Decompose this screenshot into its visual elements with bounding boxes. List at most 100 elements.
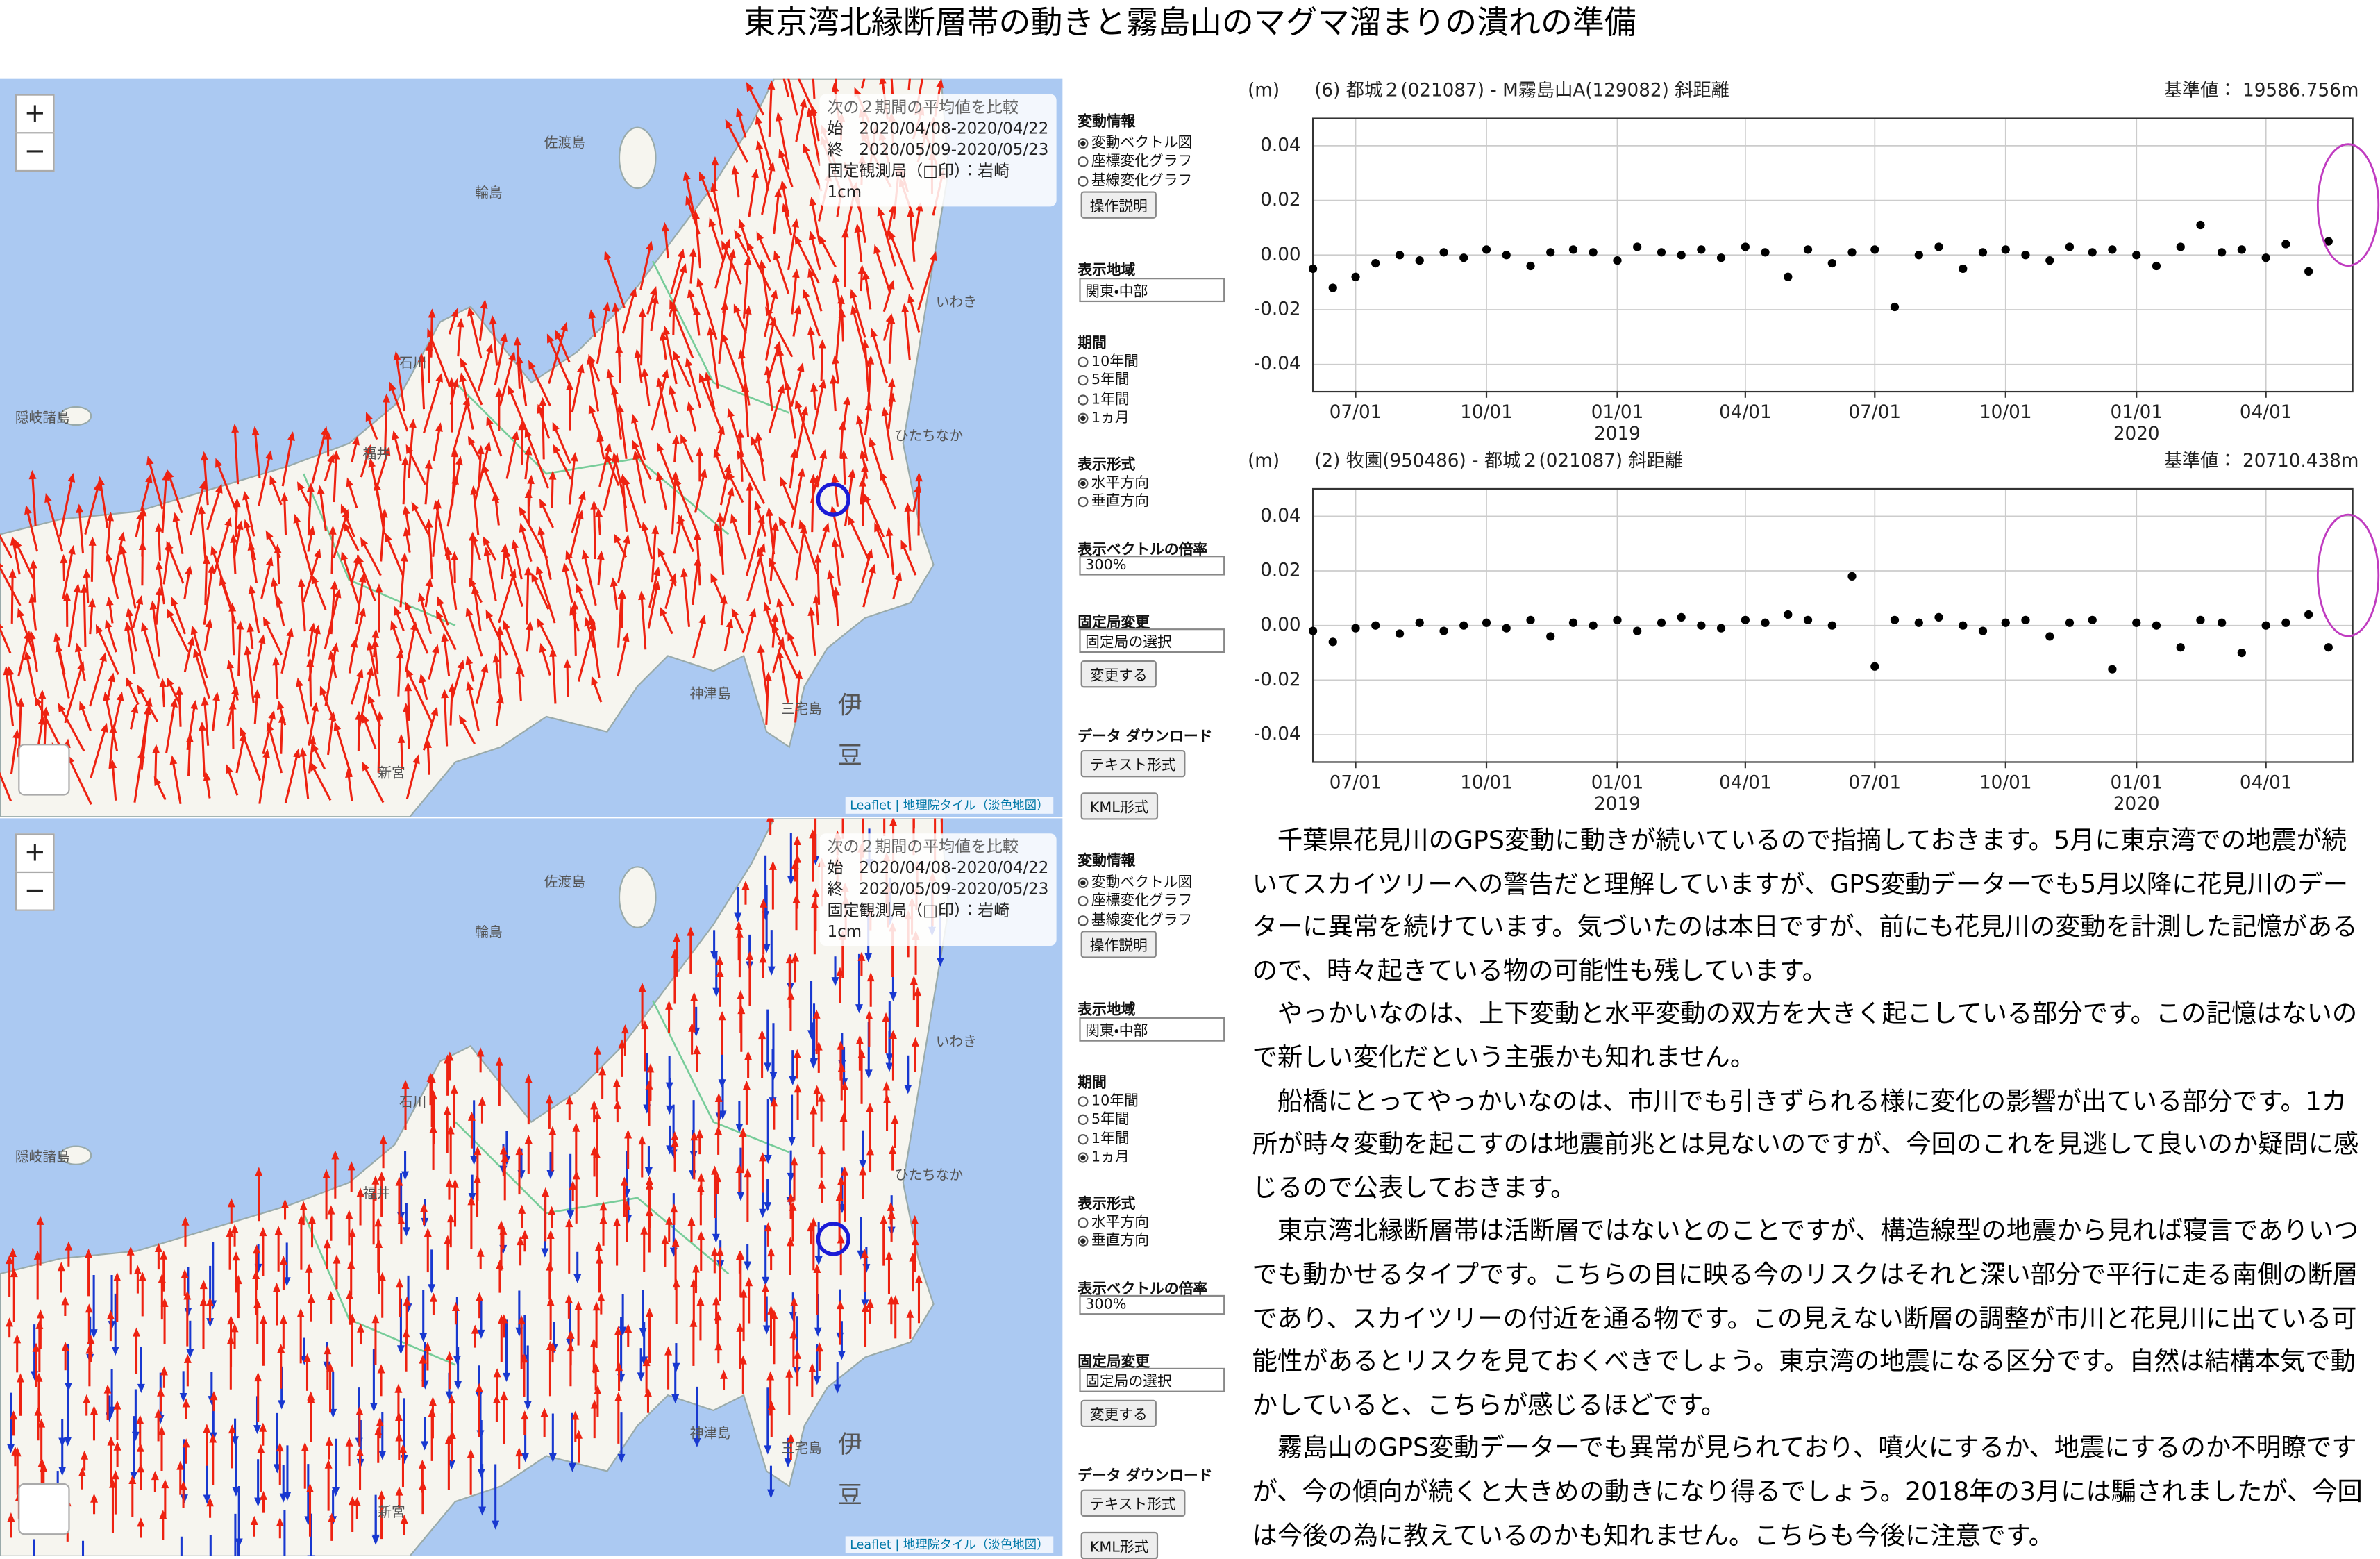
vector-arrow <box>812 478 814 532</box>
radio-option[interactable]: 基線変化グラフ <box>1078 168 1192 190</box>
radio-button[interactable] <box>1078 497 1088 508</box>
info-line: 1cm <box>827 922 1048 943</box>
panel-button[interactable]: テキスト形式 <box>1081 750 1185 777</box>
radio-button[interactable] <box>1078 394 1088 405</box>
y-tick-label: -0.02 <box>1254 669 1301 690</box>
panel-select[interactable]: 固定局の選択 <box>1079 1368 1225 1392</box>
radio-button[interactable] <box>1078 412 1088 423</box>
radio-option[interactable]: 垂直方向 <box>1078 490 1149 511</box>
layers-button[interactable] <box>18 1483 69 1535</box>
zoom-out-button[interactable]: − <box>15 132 55 172</box>
data-point <box>1979 248 1987 256</box>
radio-button[interactable] <box>1078 478 1088 489</box>
data-point <box>1309 265 1317 273</box>
unit-label: (m) <box>1248 81 1280 101</box>
arrow-head <box>182 1217 190 1226</box>
vector-arrow <box>84 588 85 647</box>
island <box>619 867 655 927</box>
place-label: 佐渡島 <box>544 135 585 151</box>
attribution: Leaflet | 地理院タイル（淡色地図） <box>846 797 1054 814</box>
arrow-head <box>252 426 260 436</box>
panel-button[interactable]: 操作説明 <box>1081 191 1157 218</box>
panel-button[interactable]: 変更する <box>1081 660 1157 687</box>
panel-button[interactable]: テキスト形式 <box>1081 1490 1185 1517</box>
charts: (m)(6) 都城２(021087) - M霧島山A(129082) 斜距離基準… <box>1237 60 2380 827</box>
paragraph: 船橋にとってやっかいなのは、市川でも引きずられる様に変化の影響が出ている部分です… <box>1252 1081 2368 1211</box>
info-line: 始 2020/04/08-2020/04/22 <box>827 858 1048 879</box>
panel-select[interactable]: 300% <box>1079 556 1225 575</box>
arrow-head <box>546 1094 553 1103</box>
panel-button[interactable]: KML形式 <box>1081 792 1158 819</box>
data-point <box>1870 662 1879 671</box>
radio-button[interactable] <box>1078 897 1088 907</box>
arrow-head <box>29 470 37 479</box>
data-point <box>1351 624 1359 633</box>
radio-button[interactable] <box>1078 1217 1088 1228</box>
data-point <box>1804 616 1812 624</box>
zoom-in-button[interactable]: + <box>15 833 55 873</box>
layers-button[interactable] <box>18 744 69 795</box>
panel-select[interactable]: 関東・中部 <box>1079 1017 1225 1042</box>
radio-button[interactable] <box>1078 357 1088 367</box>
x-tick-label: 07/01 <box>1330 402 1382 423</box>
data-point <box>1870 245 1879 253</box>
panel-select[interactable]: 300% <box>1079 1295 1225 1315</box>
panel-button[interactable]: 変更する <box>1081 1400 1157 1427</box>
data-point <box>2152 622 2161 630</box>
vector-arrow <box>552 475 553 508</box>
place-label: いわき <box>936 294 977 310</box>
radio-button[interactable] <box>1078 157 1088 167</box>
arrow-head <box>231 424 239 433</box>
arrow-head <box>402 1080 410 1089</box>
radio-option[interactable]: 1ヵ月 <box>1078 405 1129 426</box>
y-tick-label: 0.00 <box>1260 244 1300 265</box>
radio-button[interactable] <box>1078 376 1088 386</box>
radio-button[interactable] <box>1078 176 1088 186</box>
zoom-out-button[interactable]: − <box>15 872 55 911</box>
radio-button[interactable] <box>1078 1133 1088 1144</box>
data-point <box>1526 616 1534 624</box>
panel-select[interactable]: 固定局の選択 <box>1079 628 1225 653</box>
vector-arrow <box>471 536 473 583</box>
radio-label: 1ヵ月 <box>1091 1149 1130 1166</box>
data-point <box>1371 622 1380 630</box>
radio-button[interactable] <box>1078 1152 1088 1162</box>
data-point <box>2108 665 2116 674</box>
map: 佐渡島輪島石川福井隠岐諸島いわきひたちなか神津島三宅島伊豆新宮+−次の２期間の平… <box>0 79 1062 817</box>
data-point <box>1613 616 1621 624</box>
radio-button[interactable] <box>1078 878 1088 888</box>
data-point <box>2088 248 2097 256</box>
reference-value: 基準値： 20710.438m <box>2164 451 2359 472</box>
radio-button[interactable] <box>1078 138 1088 149</box>
arrow-head <box>673 933 680 942</box>
year-label: 2019 <box>1594 424 1641 444</box>
data-point <box>1396 251 1404 259</box>
arrow-head <box>323 1169 330 1178</box>
place-label: 新宮 <box>378 1504 405 1520</box>
data-point <box>1459 622 1468 630</box>
radio-button[interactable] <box>1078 915 1088 925</box>
arrow-head <box>618 1454 626 1463</box>
arrow-head <box>560 322 568 331</box>
data-point <box>1502 624 1511 633</box>
radio-button[interactable] <box>1078 1236 1088 1247</box>
panel-button[interactable]: KML形式 <box>1081 1532 1158 1559</box>
data-point <box>2238 649 2246 657</box>
arrow-head <box>915 472 923 481</box>
panel-select[interactable]: 関東・中部 <box>1079 278 1225 302</box>
info-line: 固定観測局（□印）：岩崎 <box>827 161 1048 183</box>
data-point <box>2218 248 2226 256</box>
radio-option[interactable]: 基線変化グラフ <box>1078 907 1192 928</box>
radio-option[interactable]: 1ヵ月 <box>1078 1144 1129 1166</box>
data-point <box>2132 619 2140 627</box>
radio-button[interactable] <box>1078 1096 1088 1106</box>
zoom-in-button[interactable]: + <box>15 94 55 134</box>
radio-option[interactable]: 垂直方向 <box>1078 1228 1149 1250</box>
radio-button[interactable] <box>1078 1115 1088 1125</box>
data-point <box>2045 632 2054 640</box>
panel-heading: データ ダウンロード <box>1078 1464 1212 1485</box>
panel-button[interactable]: 操作説明 <box>1081 931 1157 958</box>
vector-arrow <box>821 344 822 381</box>
vector-arrow <box>642 312 643 365</box>
arrow-head <box>477 1047 485 1056</box>
